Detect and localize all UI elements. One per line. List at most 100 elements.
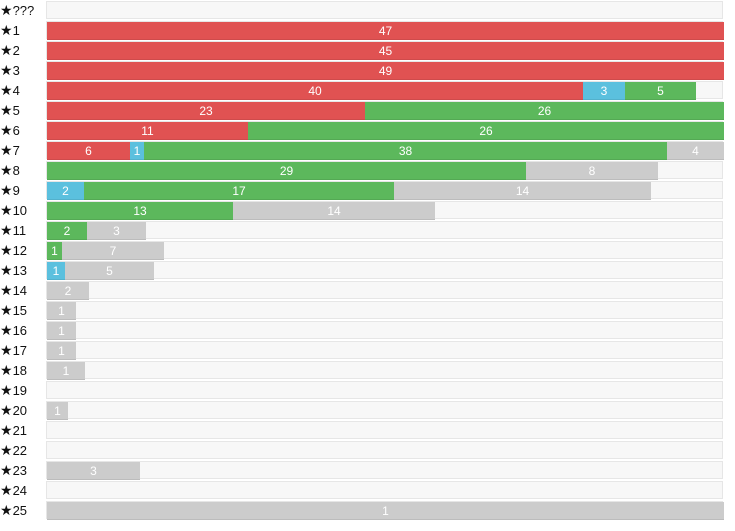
- row-label: ★24: [0, 480, 44, 500]
- bar-track: 40 3 5: [46, 81, 723, 100]
- row-label-text: 1: [12, 23, 20, 38]
- bar-segment-gray[interactable]: 7: [62, 242, 164, 260]
- bar-segment-red[interactable]: 23: [47, 102, 365, 120]
- bar-segment-green[interactable]: 26: [365, 102, 724, 120]
- bar-track: [46, 441, 723, 459]
- row-label-text: 5: [12, 103, 20, 118]
- bar-segment-gray[interactable]: 8: [526, 162, 658, 180]
- bar-segment-gray[interactable]: 4: [667, 142, 724, 160]
- bar-segment-red[interactable]: 49: [47, 62, 724, 80]
- rating-row: ★24: [0, 480, 735, 500]
- row-label: ★21: [0, 420, 44, 440]
- rating-row: ★13 1 5: [0, 260, 735, 280]
- row-label-text: ???: [12, 3, 35, 18]
- bar-track: 1: [46, 321, 723, 340]
- row-label-text: 3: [12, 63, 20, 78]
- bar-segment-green[interactable]: 38: [144, 142, 667, 160]
- bar-segment-blue[interactable]: 2: [47, 182, 84, 200]
- bar-track: 2: [46, 281, 723, 300]
- rating-row: ★19: [0, 380, 735, 400]
- rating-row: ★14 2: [0, 280, 735, 300]
- row-label: ★16: [0, 320, 44, 340]
- bar-track: 47: [46, 21, 724, 40]
- row-label: ★11: [0, 220, 44, 240]
- star-icon: ★: [0, 502, 13, 518]
- row-label: ★19: [0, 380, 44, 400]
- bar-segment-green[interactable]: 29: [47, 162, 526, 180]
- bar-segment-gray[interactable]: 1: [47, 342, 76, 360]
- rating-row: ★8 29 8: [0, 160, 735, 180]
- row-label-text: 8: [12, 163, 20, 178]
- bar-track: 45: [46, 41, 724, 60]
- rating-row: ★21: [0, 420, 735, 440]
- row-label: ★5: [0, 100, 44, 120]
- bar-segment-gray[interactable]: 3: [47, 462, 140, 480]
- bar-track: 1: [46, 301, 723, 320]
- bar-segment-gray[interactable]: 14: [394, 182, 651, 200]
- row-label-text: 4: [12, 83, 20, 98]
- row-label: ★10: [0, 200, 44, 220]
- star-icon: ★: [0, 362, 13, 378]
- bar-track: 11 26: [46, 121, 724, 140]
- row-label-text: 22: [12, 443, 28, 458]
- bar-segment-gray[interactable]: 1: [47, 362, 85, 380]
- bar-segment-gray[interactable]: 1: [47, 502, 724, 520]
- bar-segment-gray[interactable]: 5: [65, 262, 154, 280]
- row-label-text: 10: [12, 203, 28, 218]
- bar-segment-gray[interactable]: 1: [47, 402, 68, 420]
- rating-row: ★20 1: [0, 400, 735, 420]
- row-label-text: 23: [12, 463, 28, 478]
- bar-segment-gray[interactable]: 2: [47, 282, 89, 300]
- bar-track: [46, 481, 723, 499]
- row-label-text: 21: [12, 423, 28, 438]
- row-label-text: 2: [12, 43, 20, 58]
- row-label-text: 15: [12, 303, 28, 318]
- bar-segment-green[interactable]: 26: [248, 122, 724, 140]
- bar-segment-green[interactable]: 2: [47, 222, 87, 240]
- bar-track: 23 26: [46, 101, 724, 120]
- bar-segment-red[interactable]: 45: [47, 42, 724, 60]
- rating-row: ★7 6 1 38 4: [0, 140, 735, 160]
- star-icon: ★: [0, 182, 13, 198]
- bar-segment-gray[interactable]: 3: [87, 222, 146, 240]
- rating-row: ★4 40 3 5: [0, 80, 735, 100]
- star-icon: ★: [0, 2, 13, 18]
- bar-track: [46, 1, 723, 19]
- row-label: ★13: [0, 260, 44, 280]
- bar-segment-red[interactable]: 40: [47, 82, 583, 100]
- star-icon: ★: [0, 442, 13, 458]
- row-label-text: 12: [12, 243, 28, 258]
- bar-segment-gray[interactable]: 14: [233, 202, 435, 220]
- bar-segment-blue[interactable]: 3: [583, 82, 625, 100]
- bar-segment-gray[interactable]: 1: [47, 322, 76, 340]
- row-label-text: 17: [12, 343, 28, 358]
- rating-row: ★25 1: [0, 500, 735, 520]
- row-label: ★18: [0, 360, 44, 380]
- star-icon: ★: [0, 42, 13, 58]
- bar-segment-green[interactable]: 13: [47, 202, 233, 220]
- bar-segment-green[interactable]: 5: [625, 82, 696, 100]
- star-icon: ★: [0, 382, 13, 398]
- bar-segment-blue[interactable]: 1: [47, 262, 65, 280]
- star-icon: ★: [0, 262, 13, 278]
- star-icon: ★: [0, 402, 13, 418]
- bar-segment-blue[interactable]: 1: [130, 142, 144, 160]
- row-label-text: 18: [12, 363, 28, 378]
- bar-segment-gray[interactable]: 1: [47, 302, 76, 320]
- bar-segment-green[interactable]: 1: [47, 242, 62, 260]
- row-label-text: 6: [12, 123, 20, 138]
- row-label: ★14: [0, 280, 44, 300]
- rating-row: ★9 2 17 14: [0, 180, 735, 200]
- row-label: ★???: [0, 0, 44, 20]
- rating-row: ★16 1: [0, 320, 735, 340]
- rating-row: ★???: [0, 0, 735, 20]
- bar-track: 1: [46, 401, 723, 420]
- bar-segment-red[interactable]: 6: [47, 142, 130, 160]
- bar-segment-red[interactable]: 47: [47, 22, 724, 40]
- star-icon: ★: [0, 62, 13, 78]
- row-label: ★23: [0, 460, 44, 480]
- bar-segment-red[interactable]: 11: [47, 122, 248, 140]
- bar-segment-green[interactable]: 17: [84, 182, 394, 200]
- rating-row: ★2 45: [0, 40, 735, 60]
